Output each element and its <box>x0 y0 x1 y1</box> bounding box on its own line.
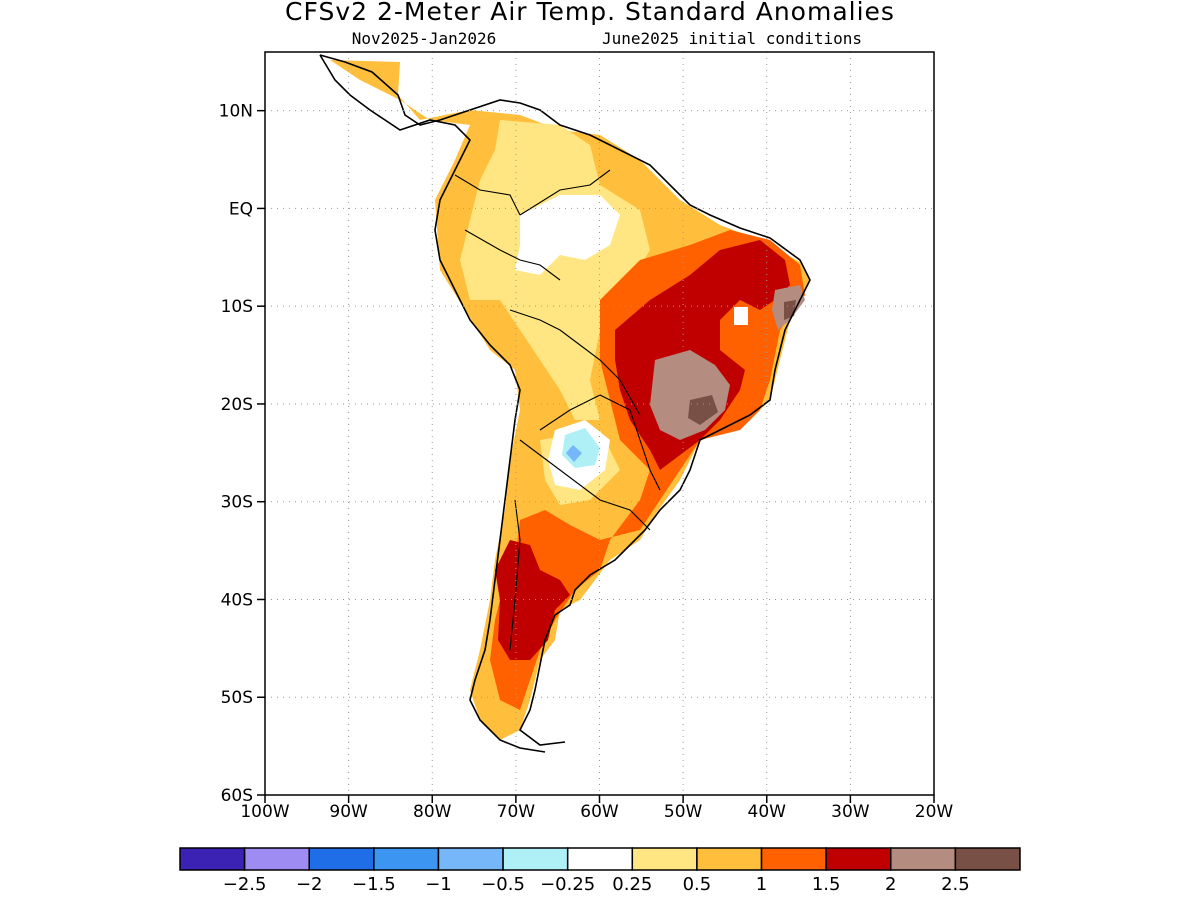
latitude-axis: 10N EQ 10S 20S 30S 40S 50S 60S <box>219 102 265 806</box>
lat-tick-label: EQ <box>229 199 253 219</box>
lat-tick-label: 10N <box>219 102 253 122</box>
legend-swatch <box>179 847 246 871</box>
legend-swatch <box>825 847 892 871</box>
forecast-period: Nov2025-Jan2026 <box>352 29 497 48</box>
coastline <box>319 54 811 753</box>
legend-swatch <box>954 847 1021 871</box>
lon-tick-label: 60W <box>580 802 619 822</box>
lon-tick-label: 70W <box>497 802 536 822</box>
lon-tick-label: 80W <box>413 802 452 822</box>
legend-label: −0.25 <box>540 874 595 895</box>
legend-label: 0.5 <box>683 874 712 895</box>
lon-tick-label: 100W <box>240 802 289 822</box>
shade-neg-0.5 <box>566 445 582 462</box>
legend-label: 2.5 <box>941 874 970 895</box>
legend-label: −1 <box>425 874 452 895</box>
legend-swatch <box>760 847 827 871</box>
lon-tick-label: 50W <box>664 802 703 822</box>
legend-label: −1.5 <box>352 874 396 895</box>
legend-label: 1 <box>756 874 767 895</box>
shade-1.5-2-patagonia <box>495 540 570 660</box>
legend-swatch <box>566 847 634 871</box>
shade-1-1.5 <box>490 230 805 710</box>
legend-swatch <box>437 847 504 871</box>
lat-tick-label: 60S <box>221 786 253 806</box>
shade-near-zero-amazon <box>515 195 620 275</box>
legend-swatch <box>243 847 310 871</box>
lon-tick-label: 40W <box>748 802 787 822</box>
lat-tick-label: 40S <box>221 590 253 610</box>
legend-label: 2 <box>885 874 896 895</box>
legend-label: 0.25 <box>612 874 652 895</box>
legend-swatch <box>502 847 569 871</box>
color-legend: −2.5 −2 −1.5 −1 −0.5 −0.25 0.25 0.5 1 1.5 2 2.5 <box>179 847 1021 895</box>
shade-white-square <box>734 307 748 325</box>
longitude-axis: 100W 90W 80W 70W 60W 50W 40W 30W 20W <box>240 795 953 822</box>
legend-label: −0.5 <box>481 874 525 895</box>
lon-tick-label: 90W <box>329 802 368 822</box>
legend-swatch <box>631 847 698 871</box>
legend-swatch <box>308 847 375 871</box>
legend-label: −2 <box>296 874 323 895</box>
legend-swatch <box>373 847 440 871</box>
initial-conditions: June2025 initial conditions <box>602 29 862 48</box>
lat-tick-label: 20S <box>221 395 253 415</box>
legend-swatch <box>890 847 957 871</box>
lat-tick-label: 30S <box>221 493 253 513</box>
map-panel <box>265 52 934 795</box>
legend-label: −2.5 <box>223 874 267 895</box>
lat-tick-label: 10S <box>221 297 253 317</box>
lon-tick-label: 30W <box>831 802 870 822</box>
country-borders <box>454 169 661 651</box>
lat-tick-label: 50S <box>221 688 253 708</box>
figure-title: CFSv2 2-Meter Air Temp. Standard Anomali… <box>285 0 895 26</box>
lon-tick-label: 20W <box>915 802 954 822</box>
legend-swatch <box>696 847 763 871</box>
legend-label: 1.5 <box>812 874 841 895</box>
shade-above-2.5 <box>688 395 718 425</box>
